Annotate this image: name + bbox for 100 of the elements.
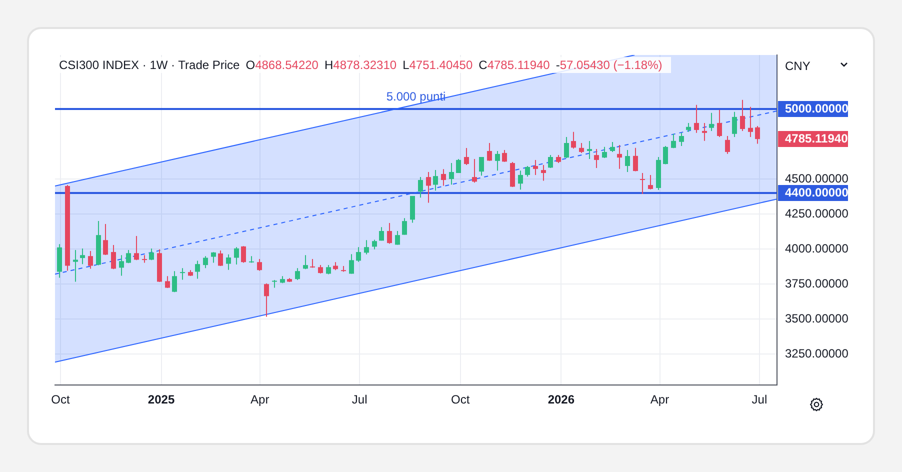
x-tick-label: 2026 xyxy=(548,392,575,407)
candlestick xyxy=(395,230,400,246)
candlestick xyxy=(479,156,484,176)
candlestick xyxy=(441,168,446,186)
candlestick xyxy=(725,135,730,154)
candlestick xyxy=(610,142,615,152)
candlestick xyxy=(142,254,147,264)
annotation: C4785.11940 xyxy=(478,58,550,72)
annotation: H4878.32310 xyxy=(324,58,397,72)
candlestick xyxy=(372,239,377,250)
candlestick xyxy=(449,162,454,186)
candlestick xyxy=(495,150,500,172)
annotation: L4751.40450 xyxy=(402,58,473,72)
candlestick xyxy=(134,236,139,261)
x-tick-label: 2025 xyxy=(148,392,175,407)
candlestick xyxy=(218,250,223,267)
candlestick xyxy=(418,176,423,198)
y-tick-label: 4500.00000 xyxy=(785,171,849,186)
candlestick xyxy=(548,154,553,168)
candlestick xyxy=(295,268,300,281)
candlestick xyxy=(525,165,530,178)
y-tick-label: 3500.00000 xyxy=(785,311,849,326)
annotation: O4868.54220 xyxy=(246,58,318,72)
candlestick xyxy=(510,162,515,188)
y-tick-label: 4000.00000 xyxy=(785,241,849,256)
candlestick xyxy=(402,218,407,236)
candlestick xyxy=(241,246,246,264)
candlestick xyxy=(755,126,760,144)
chart-title: CSI300 INDEX · 1W · Trade Price xyxy=(59,58,240,72)
candlestick xyxy=(149,248,154,261)
candlestick xyxy=(472,158,477,184)
candlestick xyxy=(748,106,753,138)
candlestick xyxy=(709,112,714,132)
candlestick xyxy=(234,246,239,265)
candlestick xyxy=(702,122,707,142)
candlestick xyxy=(73,250,78,282)
candlestick xyxy=(126,250,131,264)
text: 5000.00000 xyxy=(785,101,849,116)
candlestick xyxy=(640,172,645,195)
candlestick xyxy=(740,99,745,132)
candlestick xyxy=(518,170,523,190)
y-tick-label: 4250.00000 xyxy=(785,206,849,220)
candlestick xyxy=(203,256,208,269)
candlestick xyxy=(226,254,231,270)
candlestick xyxy=(111,244,116,270)
candlestick xyxy=(379,226,384,242)
candlestick xyxy=(679,132,684,146)
candlestick xyxy=(579,142,584,154)
candlestick xyxy=(356,246,361,262)
candlestick xyxy=(464,148,469,166)
candlestick xyxy=(257,258,262,272)
candlestick xyxy=(663,145,668,165)
candlestick xyxy=(594,148,599,168)
candlestick xyxy=(541,164,546,182)
candlestick xyxy=(487,142,492,162)
candlestick xyxy=(602,146,607,158)
y-tick-label: 3250.00000 xyxy=(785,346,849,360)
candlestick xyxy=(717,109,722,138)
candlestick xyxy=(172,270,177,293)
text: 4400.00000 xyxy=(785,185,849,200)
candlestick xyxy=(119,254,124,276)
candlestick xyxy=(433,170,438,192)
ref-line-label: 5.000 punti xyxy=(386,89,446,104)
candlestick xyxy=(211,252,216,264)
candlestick xyxy=(103,223,108,256)
x-tick-label: Oct xyxy=(451,392,470,407)
y-tick-label: 3750.00000 xyxy=(785,276,849,290)
candlestick xyxy=(387,222,392,244)
candlestick xyxy=(625,150,630,173)
candlestick xyxy=(533,159,538,176)
candlestick xyxy=(88,250,93,270)
candlestick xyxy=(571,131,576,150)
candlestick xyxy=(264,282,269,318)
candlestick xyxy=(349,254,354,274)
x-tick-label: Apr xyxy=(650,392,670,407)
x-tick-label: Jul xyxy=(752,392,768,407)
candlestick xyxy=(671,133,676,149)
candlestick xyxy=(80,248,85,265)
candlestick xyxy=(180,268,185,280)
candlestick xyxy=(587,140,592,160)
candlestick xyxy=(564,136,569,158)
candlestick xyxy=(272,280,277,288)
candlestick xyxy=(648,174,653,190)
x-tick-label: Apr xyxy=(250,392,270,407)
x-tick-label: Jul xyxy=(352,392,368,407)
candlestick xyxy=(364,240,369,255)
text: 4785.11940 xyxy=(785,131,848,146)
candlestick xyxy=(732,111,737,138)
candlestick xyxy=(502,150,507,162)
candlestick xyxy=(303,254,308,270)
candlestick xyxy=(456,158,461,174)
candlestick xyxy=(426,172,431,204)
candlestick xyxy=(617,144,622,170)
x-tick-label: Oct xyxy=(51,392,70,407)
y-axis-title: CNY xyxy=(785,59,810,73)
annotation: -57.05430 (−1.18%) xyxy=(556,58,662,72)
candlestick xyxy=(326,264,331,275)
candlestick xyxy=(410,195,415,224)
candlestick xyxy=(694,104,699,134)
candlestick xyxy=(195,260,200,280)
